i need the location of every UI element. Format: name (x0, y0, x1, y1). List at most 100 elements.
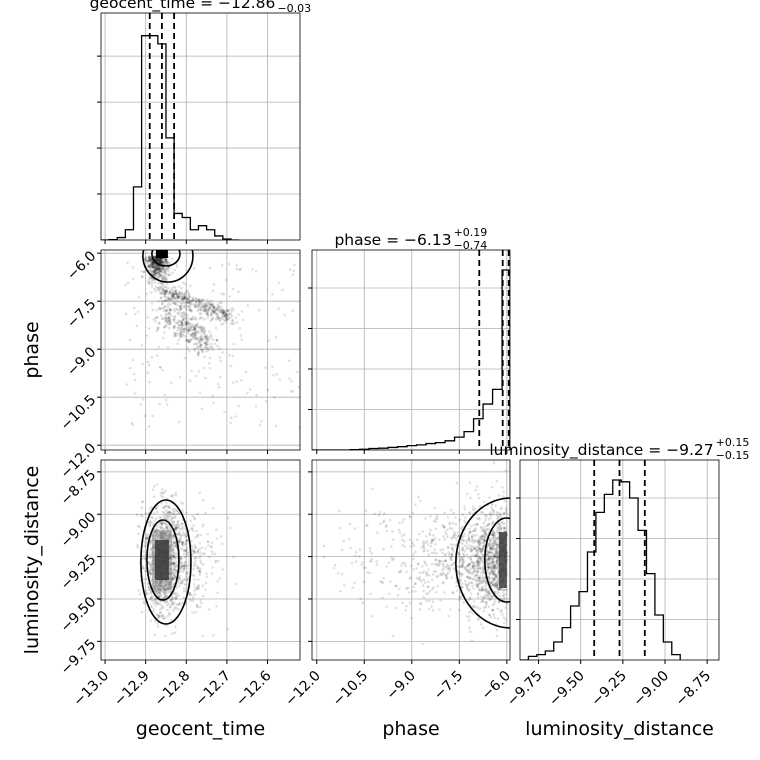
scatter-point (175, 592, 179, 595)
scatter-point (210, 572, 214, 576)
scatter-point (197, 587, 200, 590)
scatter-point (165, 515, 169, 519)
scatter-point (472, 541, 475, 544)
scatter-point (462, 555, 466, 559)
scatter-point (495, 628, 499, 632)
scatter-point (192, 335, 195, 338)
scatter-point (480, 588, 484, 591)
scatter-point (493, 572, 497, 575)
scatter-point (251, 268, 254, 271)
scatter-point (477, 576, 481, 580)
scatter-point (205, 304, 208, 308)
scatter-point (172, 603, 175, 606)
scatter-point (186, 290, 190, 294)
scatter-point (201, 552, 205, 555)
scatter-point (226, 309, 230, 313)
scatter-point (493, 555, 496, 558)
scatter-point (450, 563, 454, 566)
scatter-point (163, 257, 166, 261)
scatter-point (479, 556, 483, 560)
scatter-point (215, 308, 218, 312)
scatter-point (498, 588, 501, 591)
scatter-point (177, 511, 181, 515)
scatter-point (184, 335, 187, 338)
scatter-point (491, 603, 495, 607)
scatter-point (194, 329, 198, 333)
scatter-point (211, 552, 214, 556)
scatter-point (179, 546, 182, 550)
scatter-point (165, 525, 168, 529)
scatter-point (188, 317, 192, 321)
scatter-point (416, 563, 420, 566)
scatter-point (454, 536, 458, 540)
scatter-point (175, 552, 178, 555)
scatter-point (150, 595, 154, 598)
scatter-point (165, 526, 168, 529)
scatter-point (379, 579, 382, 583)
scatter-point (499, 513, 502, 516)
scatter-point (235, 263, 239, 267)
scatter-point (476, 574, 479, 577)
scatter-point (221, 311, 225, 315)
scatter-point (473, 578, 477, 582)
scatter-point (223, 315, 226, 318)
scatter-point (476, 559, 480, 562)
scatter-point (476, 592, 480, 595)
scatter-point (169, 303, 172, 306)
scatter-point (218, 577, 222, 580)
scatter-point (172, 326, 176, 330)
scatter-point (162, 267, 166, 270)
scatter-point (167, 305, 170, 309)
scatter-point (187, 293, 190, 297)
scatter-point (158, 285, 161, 289)
scatter-point (194, 331, 197, 335)
scatter-point (151, 260, 155, 264)
scatter-point (160, 614, 164, 617)
scatter-point (169, 290, 172, 294)
scatter-point (465, 567, 468, 571)
scatter-point (460, 535, 464, 538)
scatter-point (193, 302, 197, 306)
scatter-point (496, 536, 500, 539)
scatter-point (151, 265, 155, 269)
scatter-point (204, 334, 208, 337)
scatter-point (489, 562, 492, 566)
scatter-point (193, 334, 196, 338)
scatter-point (475, 578, 479, 582)
scatter-point (154, 274, 158, 277)
scatter-point (177, 594, 181, 597)
scatter-point (181, 318, 185, 322)
scatter-point (198, 303, 201, 306)
scatter-point (197, 584, 201, 587)
scatter-point (467, 537, 471, 541)
scatter-point (154, 271, 157, 274)
scatter-point (151, 261, 154, 264)
scatter-point (180, 324, 184, 328)
scatter-point (504, 606, 507, 610)
scatter-point (153, 274, 156, 277)
scatter-point (288, 268, 292, 271)
scatter-point (364, 566, 368, 570)
scatter-point (158, 273, 161, 276)
scatter-point (415, 567, 418, 570)
scatter-point (195, 303, 198, 307)
scatter-point (172, 551, 176, 554)
scatter-point (176, 580, 180, 584)
scatter-point (502, 511, 506, 515)
scatter-point (160, 262, 163, 266)
scatter-point (149, 265, 152, 268)
scatter-point (140, 611, 144, 614)
scatter-point (490, 562, 494, 566)
scatter-point (495, 529, 499, 533)
scatter-point (148, 281, 152, 285)
scatter-point (203, 335, 207, 339)
scatter-point (475, 560, 478, 564)
scatter-point (137, 295, 141, 299)
scatter-point (202, 563, 205, 566)
scatter-point (193, 327, 197, 331)
scatter-point (468, 527, 471, 531)
scatter-point (202, 327, 205, 330)
histogram-geocent_time (101, 35, 240, 240)
scatter-point (180, 322, 183, 326)
scatter-point (495, 583, 499, 586)
